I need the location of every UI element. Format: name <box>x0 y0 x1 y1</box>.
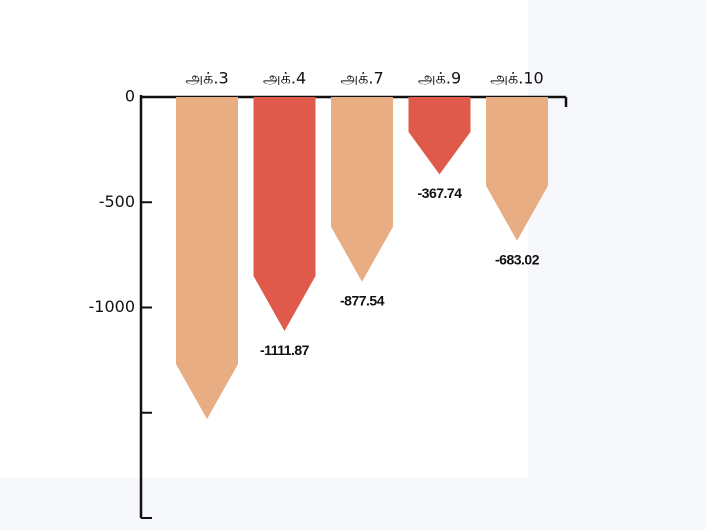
value-label: -683.02 <box>495 251 540 267</box>
x-tick-label: அக்.4 <box>263 69 306 88</box>
y-tick-label: -1000 <box>89 297 136 316</box>
x-tick-label: அக்.9 <box>418 69 461 88</box>
x-tick-label: அக்.3 <box>185 69 228 88</box>
value-label: -367.74 <box>418 185 463 201</box>
bar <box>408 97 471 175</box>
x-tick-label: அக்.7 <box>340 69 383 88</box>
bar <box>253 97 316 332</box>
y-tick-label: 0 <box>125 87 135 106</box>
y-tick-label: -500 <box>99 192 135 211</box>
bar <box>331 97 393 282</box>
x-tick-label: அக்.10 <box>490 69 543 88</box>
bar <box>176 97 238 420</box>
value-label: -1111.87 <box>260 342 310 358</box>
value-label: -877.54 <box>340 292 385 308</box>
bar <box>486 97 548 241</box>
